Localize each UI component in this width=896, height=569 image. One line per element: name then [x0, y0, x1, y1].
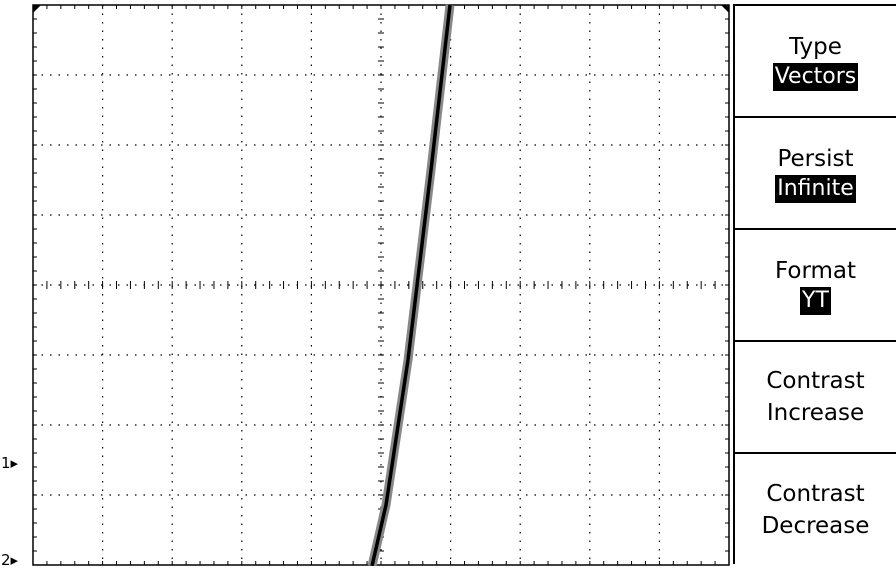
display-menu: Type Vectors Persist Infinite Format YT … [733, 4, 896, 564]
contrast-increase-button[interactable]: Contrast Increase [735, 342, 896, 454]
type-label: Type [789, 34, 842, 60]
contrast-increase-line2: Increase [766, 400, 865, 426]
contrast-increase-line1: Contrast [766, 368, 865, 394]
format-button[interactable]: Format YT [735, 230, 896, 342]
channel-1-marker: 1▸ [1, 454, 19, 472]
trigger-marker [33, 5, 41, 13]
oscilloscope-screen: 1▸ 2▸ [1, 4, 730, 569]
persist-label: Persist [777, 146, 854, 172]
type-button[interactable]: Type Vectors [735, 6, 896, 118]
persist-button[interactable]: Persist Infinite [735, 118, 896, 230]
trace [370, 4, 452, 566]
persist-value: Infinite [775, 175, 856, 203]
contrast-decrease-line2: Decrease [761, 513, 870, 539]
graticule [32, 4, 730, 566]
corner-marker [721, 5, 729, 13]
format-label: Format [774, 258, 857, 284]
contrast-decrease-line1: Contrast [766, 481, 865, 507]
format-value: YT [800, 287, 831, 315]
type-value: Vectors [772, 63, 859, 91]
channel-2-marker: 2▸ [1, 551, 19, 569]
contrast-decrease-button[interactable]: Contrast Decrease [735, 454, 896, 566]
